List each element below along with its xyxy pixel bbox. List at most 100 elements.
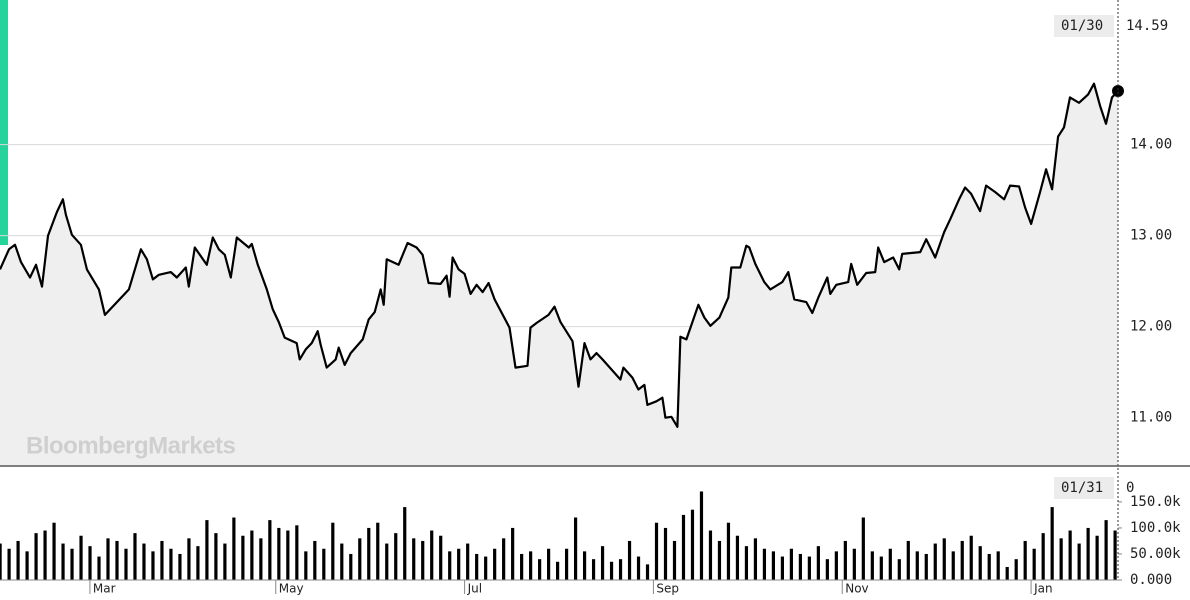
volume-bar bbox=[385, 543, 389, 580]
volume-bar bbox=[807, 556, 811, 580]
volume-bar bbox=[1014, 559, 1018, 580]
volume-bar bbox=[376, 522, 380, 580]
volume-bar bbox=[34, 533, 38, 580]
volume-bar bbox=[430, 530, 434, 580]
y-tick-label: 0.000 bbox=[1130, 572, 1172, 588]
volume-bar bbox=[349, 553, 353, 580]
volume-bar bbox=[79, 535, 83, 580]
volume-bar bbox=[421, 540, 425, 580]
volume-bar bbox=[600, 546, 605, 580]
y-tick-label: 12.00 bbox=[1130, 319, 1172, 335]
volume-bar bbox=[1050, 507, 1054, 580]
y-tick-label: 50.00k bbox=[1130, 546, 1181, 562]
last-value: 14.59 bbox=[1126, 18, 1168, 34]
volume-bar bbox=[645, 564, 650, 580]
volume-bar bbox=[304, 551, 308, 580]
y-tick-label: 150.0k bbox=[1130, 494, 1181, 510]
volume-bar bbox=[789, 548, 793, 580]
date-box bbox=[1054, 15, 1114, 37]
last-point bbox=[1112, 84, 1124, 97]
volume-bar bbox=[1104, 520, 1108, 580]
volume-bar bbox=[969, 535, 973, 580]
volume-bar bbox=[97, 556, 101, 580]
y-tick-label: 14.00 bbox=[1130, 137, 1172, 153]
x-tick-label: Sep bbox=[656, 582, 679, 596]
volume-bar bbox=[61, 543, 65, 580]
volume-bar bbox=[1032, 548, 1036, 580]
volume-bar bbox=[843, 540, 847, 580]
volume-bar bbox=[160, 540, 164, 580]
volume-bar bbox=[205, 520, 209, 580]
volume-bar bbox=[16, 540, 20, 580]
volume-bar bbox=[43, 530, 47, 580]
volume-bar bbox=[654, 522, 659, 580]
volume-bar bbox=[520, 553, 524, 580]
price-line bbox=[0, 82, 1119, 428]
volume-bar bbox=[538, 559, 542, 580]
volume-bar bbox=[484, 556, 488, 580]
volume-bar bbox=[591, 559, 596, 580]
volume-bar bbox=[187, 538, 191, 580]
volume-bar bbox=[690, 509, 695, 580]
volume-bar bbox=[322, 548, 326, 580]
volume-bar bbox=[744, 546, 749, 580]
volume-bar bbox=[1095, 535, 1099, 580]
volume-bar bbox=[816, 546, 820, 580]
volume-bar bbox=[897, 559, 901, 580]
volume-bar bbox=[933, 543, 937, 580]
volume-bar bbox=[214, 533, 218, 580]
volume-bar bbox=[1023, 540, 1027, 580]
volume-bar bbox=[178, 553, 182, 580]
volume-bar bbox=[780, 556, 785, 580]
volume-bar bbox=[951, 551, 955, 580]
volume-bar bbox=[1041, 533, 1045, 580]
volume-bar bbox=[115, 540, 119, 580]
volume-bar bbox=[457, 548, 461, 580]
volume-bar bbox=[1005, 566, 1009, 580]
volume-bar bbox=[502, 538, 506, 580]
volume-bar bbox=[582, 551, 587, 580]
volume-bar bbox=[870, 551, 874, 580]
volume-bar bbox=[232, 517, 236, 580]
last-date: 01/31 bbox=[1061, 480, 1103, 496]
volume-bar bbox=[636, 556, 641, 580]
volume-bar bbox=[771, 551, 776, 580]
volume-bar bbox=[627, 540, 632, 580]
volume-bar bbox=[124, 548, 128, 580]
volume-bar bbox=[663, 527, 668, 580]
y-tick-label: 13.00 bbox=[1130, 228, 1172, 244]
volume-bar bbox=[0, 543, 2, 580]
volume-bar bbox=[798, 553, 802, 580]
volume-bar bbox=[609, 561, 614, 580]
volume-bar bbox=[888, 548, 892, 580]
volume-bar bbox=[268, 520, 272, 580]
volume-bar bbox=[1113, 530, 1117, 580]
volume-bar bbox=[681, 514, 686, 580]
volume-bar bbox=[735, 535, 740, 580]
volume-bar bbox=[250, 530, 254, 580]
volume-bar bbox=[394, 533, 398, 580]
volume-bar bbox=[151, 551, 155, 580]
volume-bar bbox=[340, 543, 344, 580]
y-tick-label: 11.00 bbox=[1130, 410, 1172, 426]
volume-bar bbox=[879, 556, 883, 580]
volume-bar bbox=[169, 548, 173, 580]
volume-bar bbox=[861, 517, 865, 580]
volume-bar bbox=[358, 538, 362, 580]
watermark: BloombergMarkets bbox=[26, 432, 236, 459]
volume-bar bbox=[466, 543, 470, 580]
volume-bar bbox=[277, 527, 281, 580]
x-tick-label: Jul bbox=[467, 582, 482, 596]
volume-bar bbox=[834, 551, 838, 580]
volume-bar bbox=[825, 559, 829, 580]
volume-bar bbox=[564, 548, 569, 580]
volume-bar bbox=[70, 548, 74, 580]
volume-bar bbox=[942, 538, 946, 580]
x-tick-label: Nov bbox=[845, 582, 868, 596]
volume-bar bbox=[906, 540, 910, 580]
volume-bar bbox=[241, 535, 245, 580]
volume-bar bbox=[717, 540, 722, 580]
volume-bar bbox=[915, 551, 919, 580]
volume-bar bbox=[196, 546, 200, 580]
volume-bar bbox=[924, 553, 928, 580]
